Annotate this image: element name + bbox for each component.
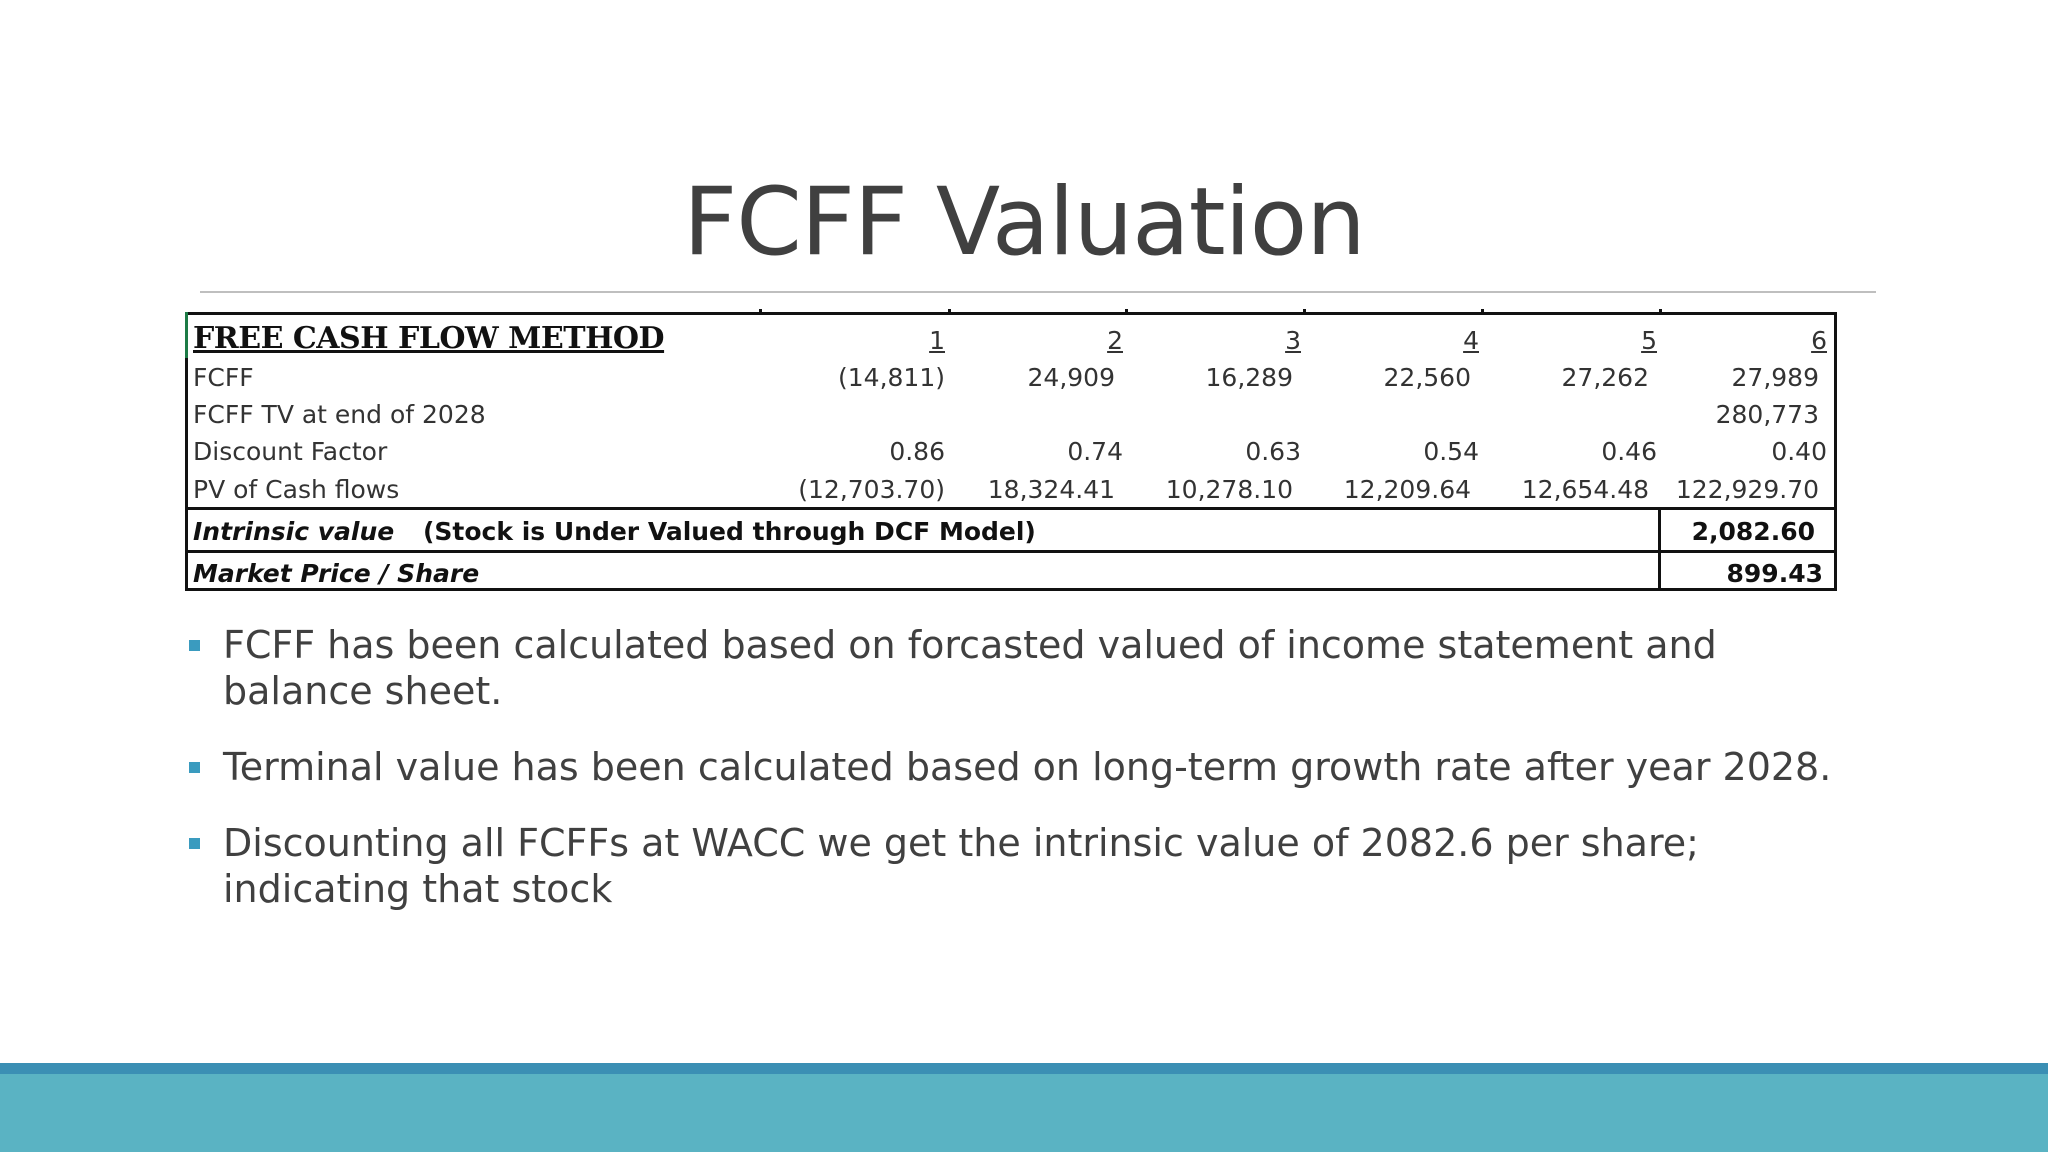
table-cell: 12,654.48 [1521, 475, 1649, 504]
bullet-item: Discounting all FCFFs at WACC we get the… [185, 820, 1865, 912]
table-cell: 0.54 [1423, 437, 1479, 466]
year-header: 3 [1285, 326, 1301, 355]
title-divider [200, 291, 1876, 293]
row-label-pv-cash-flows: PV of Cash flows [193, 475, 400, 504]
column-tick [759, 309, 762, 315]
table-cell: 10,278.10 [1165, 475, 1293, 504]
table-cell: (12,703.70) [798, 475, 945, 504]
square-bullet-icon [189, 838, 200, 849]
cell-selection-mark [185, 312, 188, 358]
year-header: 6 [1811, 326, 1827, 355]
table-cell: 280,773 [1715, 400, 1819, 429]
valuation-note: (Stock is Under Valued through DCF Model… [423, 517, 1036, 546]
footer-accent-stripe [0, 1063, 2048, 1074]
table-cell: 0.40 [1771, 437, 1827, 466]
year-header: 4 [1463, 326, 1479, 355]
bullet-text: FCFF has been calculated based on forcas… [223, 623, 1717, 713]
table-cell: 0.63 [1245, 437, 1301, 466]
table-cell: 18,324.41 [987, 475, 1115, 504]
fcff-table: FREE CASH FLOW METHOD 1 2 3 4 5 6 FCFF (… [185, 309, 1841, 597]
slide-title: FCFF Valuation [683, 168, 1366, 277]
table-cell: 27,989 [1731, 363, 1819, 392]
table-rule [185, 507, 1837, 510]
market-price-label: Market Price / Share [193, 559, 480, 588]
row-label-fcff: FCFF [193, 363, 254, 392]
table-cell: 0.74 [1067, 437, 1123, 466]
value-column-divider [1658, 507, 1661, 591]
table-cell: 16,289 [1205, 363, 1293, 392]
table-cell: 24,909 [1027, 363, 1115, 392]
table-cell: 27,262 [1561, 363, 1649, 392]
bullet-list: FCFF has been calculated based on forcas… [185, 622, 1865, 942]
bullet-item: Terminal value has been calculated based… [185, 744, 1865, 790]
table-cell: 0.46 [1601, 437, 1657, 466]
table-cell: 12,209.64 [1343, 475, 1471, 504]
year-header: 1 [929, 326, 945, 355]
column-tick [1303, 309, 1306, 315]
table-cell: 0.86 [889, 437, 945, 466]
column-tick [1659, 309, 1662, 315]
column-tick [1481, 309, 1484, 315]
square-bullet-icon [189, 762, 200, 773]
table-cell: 122,929.70 [1675, 475, 1819, 504]
column-tick [1125, 309, 1128, 315]
table-title: FREE CASH FLOW METHOD [193, 321, 665, 356]
table-rule [185, 550, 1837, 553]
table-frame [185, 312, 1837, 591]
intrinsic-value: 2,082.60 [1691, 517, 1815, 546]
footer-band [0, 1074, 2048, 1152]
bullet-text: Discounting all FCFFs at WACC we get the… [223, 821, 1699, 911]
row-label-discount-factor: Discount Factor [193, 437, 388, 466]
square-bullet-icon [189, 640, 200, 651]
year-header: 5 [1641, 326, 1657, 355]
year-header: 2 [1107, 326, 1123, 355]
bullet-item: FCFF has been calculated based on forcas… [185, 622, 1865, 714]
row-label-terminal-value: FCFF TV at end of 2028 [193, 400, 486, 429]
table-cell: (14,811) [838, 363, 945, 392]
column-tick [948, 309, 951, 315]
table-cell: 22,560 [1383, 363, 1471, 392]
bullet-text: Terminal value has been calculated based… [223, 745, 1832, 789]
intrinsic-value-label: Intrinsic value [193, 517, 395, 546]
market-price-value: 899.43 [1726, 559, 1823, 588]
